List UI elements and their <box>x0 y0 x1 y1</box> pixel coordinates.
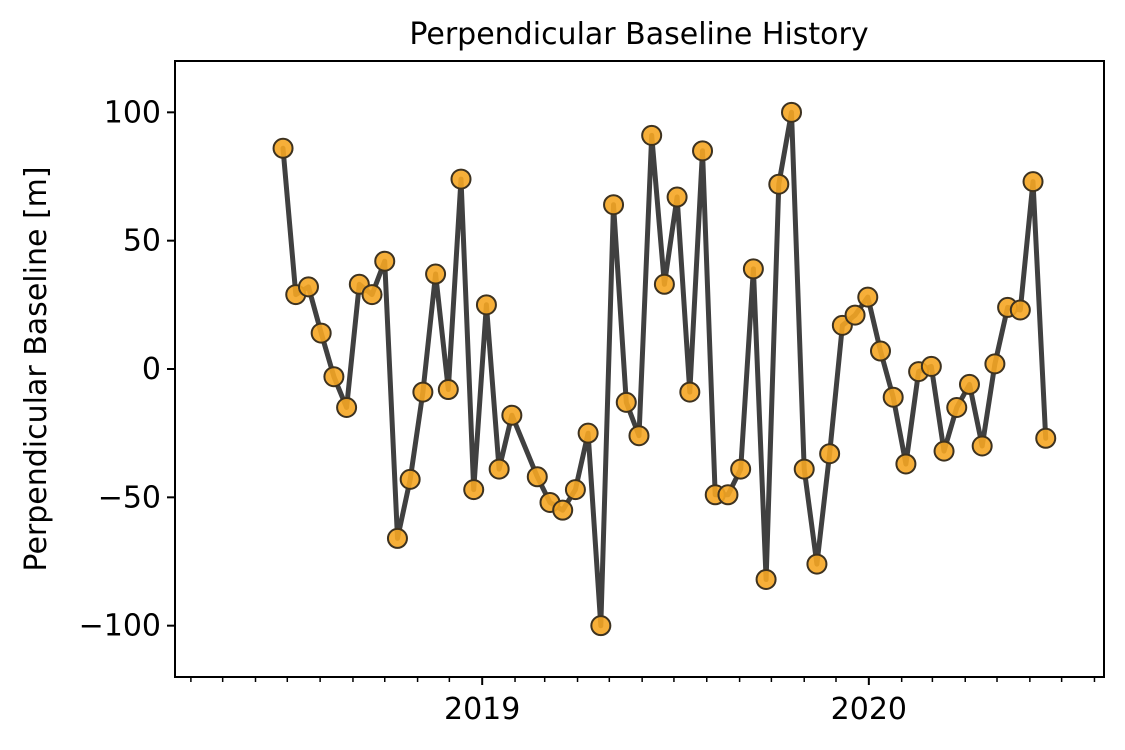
data-point <box>374 250 396 272</box>
y-tick-label: −100 <box>79 609 161 644</box>
y-tick-label: 50 <box>123 224 161 259</box>
data-point <box>717 484 739 506</box>
axis-ticks: −100 −50 0 50 100 2019 2020 <box>79 95 1096 727</box>
data-point <box>946 397 968 418</box>
data-point <box>297 276 319 298</box>
chart-title: Perpendicular Baseline History <box>409 17 868 52</box>
data-point <box>412 381 434 403</box>
data-point <box>323 366 345 388</box>
data-point <box>603 194 625 216</box>
data-point <box>501 404 523 426</box>
data-point <box>819 443 841 465</box>
data-point <box>463 479 485 501</box>
data-point <box>564 479 586 501</box>
data-point <box>653 273 675 295</box>
data-point <box>958 373 980 395</box>
data-point <box>628 425 650 447</box>
data-point <box>425 263 447 285</box>
data-point <box>1009 299 1031 321</box>
data-point <box>857 286 879 308</box>
plot-frame <box>174 60 1105 678</box>
data-point <box>361 284 383 306</box>
data-point <box>742 258 764 280</box>
data-point <box>984 353 1006 375</box>
data-point <box>386 527 408 549</box>
y-tick-label: −50 <box>98 480 161 515</box>
data-point <box>895 453 917 475</box>
data-point <box>399 468 421 490</box>
data-point <box>310 322 332 344</box>
data-point <box>679 381 701 403</box>
data-point <box>768 173 790 195</box>
data-point <box>475 294 497 316</box>
data-point <box>920 355 942 377</box>
data-point <box>615 391 637 413</box>
data-point <box>450 168 472 190</box>
y-tick-label: 100 <box>104 95 161 130</box>
data-point <box>692 140 714 162</box>
data-point <box>806 553 828 575</box>
data-point <box>336 397 358 418</box>
data-point <box>577 422 599 444</box>
data-point <box>590 615 612 637</box>
data-point <box>641 124 663 146</box>
x-tick-label: 2020 <box>831 692 907 727</box>
x-tick-label: 2019 <box>444 692 520 727</box>
data-point <box>793 458 815 480</box>
data-point <box>869 340 891 362</box>
data-point <box>730 458 752 480</box>
data-point <box>882 386 904 408</box>
data-point <box>666 186 688 208</box>
data-point <box>844 304 866 326</box>
plot-area <box>272 101 1057 637</box>
y-tick-label: 0 <box>142 352 161 387</box>
y-axis-label: Perpendicular Baseline [m] <box>19 166 54 571</box>
data-point <box>1022 171 1044 193</box>
data-point <box>1035 427 1057 449</box>
data-point <box>488 458 510 480</box>
data-point <box>755 568 777 590</box>
data-point <box>971 435 993 457</box>
data-point <box>526 466 548 488</box>
data-point <box>552 499 574 521</box>
data-point <box>933 440 955 462</box>
data-point <box>781 101 803 123</box>
data-point <box>272 137 294 159</box>
data-point <box>437 379 459 401</box>
